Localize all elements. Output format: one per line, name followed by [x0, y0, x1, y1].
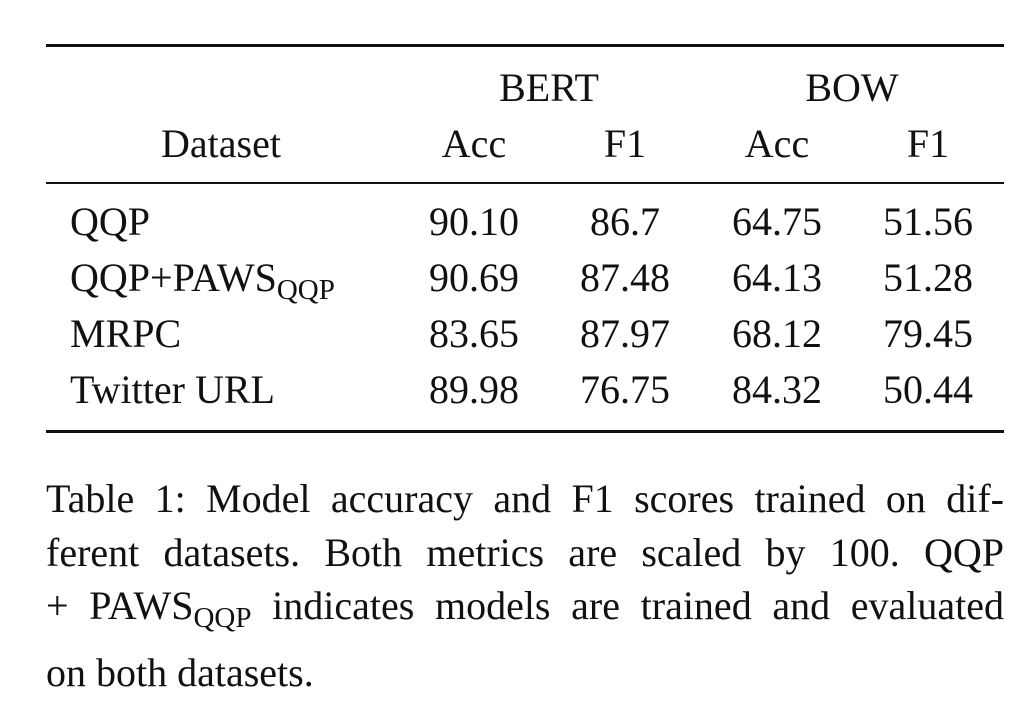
group-header-bert: BERT [499, 65, 599, 110]
cell-bow-acc: 84.32 [732, 367, 822, 412]
cell-bert-acc: 83.65 [429, 311, 519, 356]
row-dataset-name: QQP+PAWSQQP [70, 255, 335, 307]
group-header-bow: BOW [805, 65, 899, 110]
row-dataset-name: QQP [70, 199, 151, 244]
cell-bow-f1: 51.56 [883, 199, 973, 244]
cell-bert-f1: 86.7 [590, 199, 660, 244]
cell-bow-f1: 50.44 [883, 367, 973, 412]
column-header-dataset: Dataset [161, 121, 281, 166]
cell-bow-acc: 64.13 [732, 255, 822, 300]
table-top-rule [46, 44, 1004, 47]
dataset-subscript: QQP [276, 274, 335, 307]
cell-bow-f1: 51.28 [883, 255, 973, 300]
caption-subscript: QQP [193, 602, 252, 635]
column-header-bert-f1: F1 [603, 121, 647, 166]
cell-bow-f1: 79.45 [883, 311, 973, 356]
cell-bert-f1: 87.97 [580, 311, 670, 356]
table-header-rule [46, 182, 1004, 184]
cell-bert-acc: 90.10 [429, 199, 519, 244]
row-dataset-name: MRPC [70, 311, 182, 356]
column-header-bow-acc: Acc [744, 121, 810, 166]
column-header-bert-acc: Acc [441, 121, 507, 166]
cell-bert-f1: 87.48 [580, 255, 670, 300]
caption-line: on both datasets. [46, 649, 314, 695]
cell-bow-acc: 64.75 [732, 199, 822, 244]
cell-bert-acc: 89.98 [429, 367, 519, 412]
table-bottom-rule [46, 430, 1004, 433]
cell-bow-acc: 68.12 [732, 311, 822, 356]
cell-bert-f1: 76.75 [580, 367, 670, 412]
caption-line: ferent datasets. Both metrics are scaled… [46, 529, 1004, 575]
row-dataset-name: Twitter URL [70, 367, 275, 412]
cell-bert-acc: 90.69 [429, 255, 519, 300]
table-caption: Table 1: Model accuracy and F1 scores tr… [46, 472, 1004, 699]
caption-line: Table 1: Model accuracy and F1 scores tr… [46, 476, 1004, 521]
caption-line: + PAWSQQP indicates models are trained a… [46, 583, 1004, 635]
column-header-bow-f1: F1 [906, 121, 950, 166]
